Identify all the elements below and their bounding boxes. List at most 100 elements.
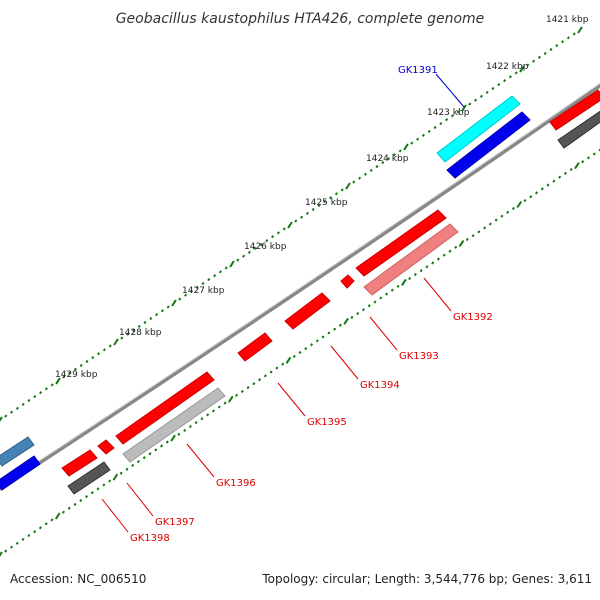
outer-tick-minor [236,258,240,262]
inner-tick-minor [27,533,31,538]
inner-tick-minor [217,405,221,409]
gene-label-gk1391[interactable]: GK1391 [398,65,438,76]
outer-tick-minor [352,180,356,184]
inner-tick-minor [535,191,539,195]
gene-gk1396-gray[interactable] [122,387,226,463]
inner-tick-minor [419,269,423,273]
inner-tick-minor [529,195,533,199]
inner-tick-minor [38,526,42,530]
gene-gk1398-red[interactable] [61,449,98,477]
inner-tick-minor [586,156,590,160]
inner-tick-minor [263,374,267,378]
outer-tick-minor [276,231,280,235]
inner-tick-minor [136,459,140,464]
gene-gk1397[interactable] [97,439,115,455]
inner-tick-minor [552,179,556,183]
inner-tick-minor [102,483,106,487]
inner-tick-minor [73,502,77,506]
inner-tick-minor [442,253,446,257]
gene-label-gk1394[interactable]: GK1394 [360,380,400,391]
inner-tick-minor [483,226,487,230]
gene-gk1395[interactable] [237,332,273,362]
inner-tick-minor [425,265,429,269]
inner-tick-minor [194,421,198,425]
kbp-label-1424: 1424 kbp [366,154,409,164]
inner-tick-minor [471,234,475,238]
inner-tick-minor [327,331,331,335]
outer-tick-minor [189,289,193,293]
outer-tick-minor [213,274,217,278]
inner-tick-minor [448,249,452,253]
inner-tick-major [343,317,349,325]
inner-tick-minor [315,339,319,343]
outer-tick-minor [97,352,101,356]
gene-label-gk1396[interactable]: GK1396 [216,478,256,489]
outer-tick-minor [474,98,478,102]
outer-tick-minor [369,168,373,172]
gene-gk1394[interactable] [284,292,331,330]
inner-tick-major [458,239,465,247]
outer-tick-minor [317,203,321,208]
outer-tick-minor [566,36,570,40]
leader-gk1393 [369,316,398,351]
kbp-label-1429: 1429 kbp [55,370,98,380]
inner-tick-minor [310,343,314,347]
outer-tick-minor [247,250,251,254]
gene-blue-edge[interactable] [0,455,41,491]
inner-tick-minor [67,506,71,510]
gene-label-gk1398[interactable]: GK1398 [130,533,170,544]
gene-steelblue-edge[interactable] [0,436,35,467]
outer-tick-minor [27,398,31,403]
gene-darkgray-edge[interactable] [557,110,600,149]
outer-tick-minor [387,157,391,161]
outer-tick-minor [155,313,159,317]
inner-tick-minor [154,448,158,452]
leader-gk1396 [186,443,215,478]
inner-tick-minor [477,230,481,234]
gene-label-gk1393[interactable]: GK1393 [399,351,439,362]
outer-tick-minor [149,317,153,321]
outer-tick-minor [479,94,483,98]
gene-gk1392-pink[interactable] [363,223,459,296]
gene-gk1396-red[interactable] [115,371,215,445]
inner-tick-minor [183,428,187,432]
inner-tick-minor [385,292,389,296]
inner-tick-minor [390,288,394,292]
outer-tick-minor [532,59,536,63]
outer-tick-major [345,182,351,190]
inner-tick-minor [119,471,123,475]
gene-gk1391-cyan[interactable] [436,95,521,163]
gene-gk1393[interactable] [340,274,355,289]
gene-label-gk1395[interactable]: GK1395 [307,417,347,428]
outer-tick-minor [526,63,530,67]
gene-red-edge[interactable] [549,89,600,131]
outer-tick-minor [50,383,54,387]
inner-tick-minor [235,393,239,397]
outer-tick-minor [311,207,315,211]
inner-tick-minor [21,537,25,541]
outer-tick-minor [224,266,228,270]
leader-gk1395 [277,382,306,417]
gene-label-gk1392[interactable]: GK1392 [453,312,493,323]
outer-tick-minor [108,344,112,348]
outer-tick-minor [561,40,565,44]
inner-tick-minor [79,498,83,503]
inner-tick-minor [240,389,244,394]
outer-tick-minor [305,211,309,215]
gene-gk1392-red[interactable] [355,209,447,277]
gene-gk1398-darkgray[interactable] [67,461,111,495]
outer-tick-minor [300,215,304,219]
outer-tick-major [403,143,409,151]
inner-tick-minor [592,152,596,156]
genome-summary-text: Topology: circular; Length: 3,544,776 bp… [262,572,592,586]
inner-tick-minor [367,304,371,308]
inner-tick-minor [90,491,94,495]
gene-label-gk1397[interactable]: GK1397 [155,517,195,528]
kbp-label-1423: 1423 kbp [427,108,470,118]
gene-blue-upper[interactable] [446,111,531,179]
inner-tick-minor [61,510,65,514]
outer-tick-minor [265,239,269,243]
outer-tick-minor [392,153,396,157]
outer-tick-major [577,26,583,34]
inner-tick-minor [436,257,440,261]
